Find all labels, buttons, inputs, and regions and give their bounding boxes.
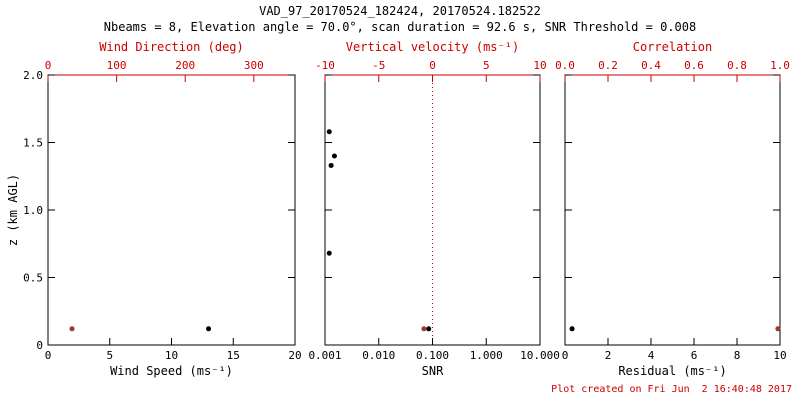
plot-box [47, 74, 296, 346]
top-tick-label: 5 [483, 59, 490, 72]
bottom-tick-label: 15 [227, 349, 240, 362]
bottom-tick-label: 0 [45, 349, 52, 362]
bottom-tick-label: 0 [562, 349, 569, 362]
snr-point [326, 129, 332, 135]
panel-snr: 0.001 0.010 0.100 1.000 10.000 -10 -5 0 5 10 [308, 59, 559, 362]
snr-point [331, 153, 337, 159]
y-tick-label: 0.5 [23, 272, 43, 285]
bottom-axis-label-snr: SNR [421, 364, 444, 378]
bottom-tick-label: 10 [165, 349, 178, 362]
y-tick-label: 1.0 [23, 204, 43, 217]
top-tick-label: 300 [244, 59, 264, 72]
bottom-tick-label: 2 [605, 349, 612, 362]
bottom-tick-label: 8 [734, 349, 741, 362]
bottom-tick-label: 0.100 [416, 349, 449, 362]
plot-title: VAD_97_20170524_182424, 20170524.182522 [259, 4, 541, 18]
top-tick-label: -10 [315, 59, 335, 72]
bottom-tick-label: 10.000 [520, 349, 560, 362]
top-axis-label-correlation: Correlation [632, 40, 713, 54]
bottom-tick-label: 4 [648, 349, 655, 362]
wind-speed-point [206, 326, 212, 332]
y-axis-label: z (km AGL) [6, 173, 20, 247]
residual-point [569, 326, 575, 332]
top-tick-label: 0.6 [684, 59, 704, 72]
plot-created-note: Plot created on Fri Jun 2 16:40:48 2017 [551, 384, 792, 395]
y-tick-label: 2.0 [23, 69, 43, 82]
top-tick-label: 0.0 [555, 59, 575, 72]
top-tick-label: 10 [533, 59, 546, 72]
bottom-tick-label: 0.001 [308, 349, 341, 362]
wind-direction-point [69, 326, 75, 332]
vertical-velocity-point [421, 326, 427, 332]
snr-point [328, 162, 334, 168]
panel-residual: 0 2 4 6 8 10 0.0 0.2 0.4 0.6 0.8 1.0 [555, 59, 790, 362]
plot-box [564, 74, 781, 346]
y-tick-label: 1.5 [23, 137, 43, 150]
top-tick-label: 200 [175, 59, 195, 72]
bottom-tick-label: 1.000 [470, 349, 503, 362]
top-tick-label: 0 [45, 59, 52, 72]
top-tick-label: 0.8 [727, 59, 747, 72]
top-axis-label-vertical-velocity: Vertical velocity (ms⁻¹) [345, 40, 520, 54]
bottom-axis-label-residual: Residual (ms⁻¹) [618, 364, 727, 378]
bottom-tick-label: 6 [691, 349, 698, 362]
top-tick-label: -5 [372, 59, 385, 72]
plot-subtitle: Nbeams = 8, Elevation angle = 70.0°, sca… [103, 20, 697, 34]
snr-point [426, 326, 432, 332]
correlation-point [775, 326, 781, 332]
top-tick-label: 0.2 [598, 59, 618, 72]
top-tick-label: 1.0 [770, 59, 790, 72]
top-axis-label-wind-direction: Wind Direction (deg) [99, 40, 244, 54]
bottom-tick-label: 10 [773, 349, 786, 362]
snr-point [326, 250, 332, 256]
top-tick-label: 100 [107, 59, 127, 72]
bottom-tick-label: 20 [288, 349, 301, 362]
bottom-tick-label: 5 [106, 349, 113, 362]
top-tick-label: 0 [429, 59, 436, 72]
y-tick-label: 0 [36, 339, 43, 352]
top-tick-label: 0.4 [641, 59, 661, 72]
bottom-tick-label: 0.010 [362, 349, 395, 362]
bottom-axis-label-wind-speed: Wind Speed (ms⁻¹) [110, 364, 233, 378]
